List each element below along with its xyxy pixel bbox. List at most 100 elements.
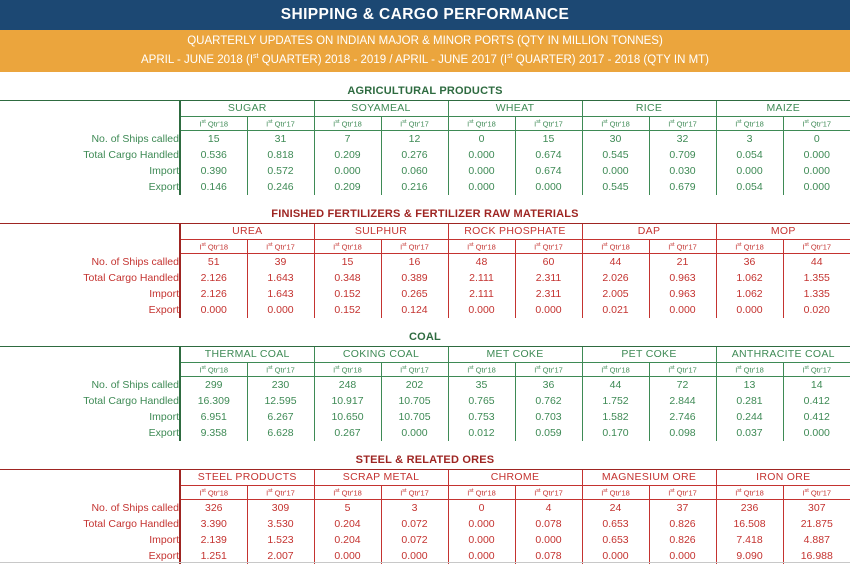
commodity-section: STEEL & RELATED ORES STEEL PRODUCTS SCRAP …: [0, 453, 850, 564]
value-cell: 0.000: [715, 162, 784, 179]
section-title: STEEL & RELATED ORES: [355, 453, 495, 466]
value-cell: 1.251: [179, 547, 247, 564]
row-label: Export: [0, 178, 181, 195]
value-cell: 0.765: [447, 392, 516, 409]
value-cell: 0.412: [782, 392, 850, 409]
value-cell: 7.418: [715, 531, 784, 548]
quarter-header: Ist Qtr'18: [581, 362, 650, 377]
quarter-header: Ist Qtr'17: [782, 116, 850, 131]
value-cell: 0.000: [514, 178, 583, 195]
value-cell: 30: [581, 130, 650, 147]
commodity-header: DAP: [581, 222, 717, 240]
commodity-header-row: UREA SULPHUR ROCK PHOSPHATE DAP MOP: [0, 222, 850, 254]
value-cell: 0.204: [313, 531, 382, 548]
quarter-header: Ist Qtr'17: [514, 362, 583, 377]
quarter-header: Ist Qtr'17: [648, 362, 717, 377]
row-label: Export: [0, 424, 181, 441]
table-row: No. of Ships called 299 230 248 202 35 36 44 72 1…: [0, 376, 850, 393]
commodity-header: SULPHUR: [313, 222, 448, 240]
value-cell: 0.000: [447, 146, 515, 163]
quarter-header: Ist Qtr'18: [313, 116, 381, 131]
table-row: Export 0.146 0.246 0.209 0.216 0.000 0.000 0.54…: [0, 178, 850, 195]
value-cell: 0.348: [313, 269, 381, 286]
quarter-header: Ist Qtr'17: [246, 116, 314, 131]
title-bar: SHIPPING & CARGO PERFORMANCE: [0, 0, 850, 30]
value-cell: 0.037: [715, 424, 784, 441]
row-label: Export: [0, 547, 181, 564]
value-cell: 0.818: [246, 146, 314, 163]
value-cell: 2.007: [246, 547, 315, 564]
value-cell: 0.059: [514, 424, 583, 441]
value-cell: 0.000: [380, 547, 449, 564]
row-label: No. of Ships called: [0, 253, 181, 270]
value-cell: 309: [246, 499, 315, 516]
value-cell: 0.000: [313, 162, 381, 179]
value-cell: 2.746: [648, 408, 717, 425]
value-cell: 299: [179, 376, 247, 393]
commodity-header: MOP: [715, 222, 850, 240]
value-cell: 0.000: [447, 531, 516, 548]
row-label: Import: [0, 285, 181, 302]
quarter-header: Ist Qtr'18: [447, 239, 515, 254]
value-cell: 0.572: [246, 162, 314, 179]
quarter-header: Ist Qtr'18: [715, 362, 784, 377]
value-cell: 44: [782, 253, 850, 270]
quarter-header-row: Ist Qtr'18 Ist Qtr'17 Ist Qtr'18 Ist Qtr'17…: [0, 239, 850, 254]
value-cell: 0.000: [648, 301, 717, 318]
value-cell: 2.844: [648, 392, 717, 409]
value-cell: 2.126: [179, 269, 247, 286]
quarter-header: Ist Qtr'17: [782, 485, 850, 500]
commodity-header: UREA: [179, 222, 314, 240]
value-cell: 39: [246, 253, 314, 270]
commodity-header: MAIZE: [715, 99, 850, 117]
commodity-header: STEEL PRODUCTS: [179, 468, 315, 486]
value-cell: 0.679: [648, 178, 717, 195]
value-cell: 0.000: [514, 301, 583, 318]
value-cell: 0: [782, 130, 850, 147]
quarter-header: Ist Qtr'17: [514, 116, 583, 131]
value-cell: 0.653: [581, 515, 650, 532]
section-table: THERMAL COAL COKING COAL MET COKE PET COKE A…: [0, 345, 850, 441]
quarter-header: Ist Qtr'18: [313, 485, 382, 500]
row-label: Total Cargo Handled: [0, 515, 181, 532]
value-cell: 0.000: [313, 547, 382, 564]
value-cell: 16.508: [715, 515, 784, 532]
value-cell: 0.000: [581, 162, 650, 179]
section-table: UREA SULPHUR ROCK PHOSPHATE DAP MOP Ist Qtr'1…: [0, 222, 850, 318]
value-cell: 0.000: [782, 178, 850, 195]
row-label: Import: [0, 531, 181, 548]
quarter-header: Ist Qtr'17: [380, 485, 449, 500]
value-cell: 10.650: [313, 408, 381, 425]
value-cell: 0.146: [179, 178, 247, 195]
value-cell: 1.062: [715, 269, 784, 286]
table-row: Import 6.951 6.267 10.650 10.705 0.753 0.703 1.…: [0, 408, 850, 425]
value-cell: 0.536: [179, 146, 247, 163]
value-cell: 202: [380, 376, 449, 393]
quarter-header: Ist Qtr'18: [447, 362, 516, 377]
value-cell: 0.000: [782, 424, 850, 441]
value-cell: 0.152: [313, 301, 381, 318]
value-cell: 0.000: [782, 162, 850, 179]
value-cell: 0.762: [514, 392, 583, 409]
value-cell: 15: [514, 130, 583, 147]
value-cell: 14: [782, 376, 850, 393]
value-cell: 0.000: [715, 301, 784, 318]
value-cell: 32: [648, 130, 717, 147]
value-cell: 0.170: [581, 424, 650, 441]
section-table: SUGAR SOYAMEAL WHEAT RICE MAIZE Ist Qtr'18 Ist…: [0, 99, 850, 195]
value-cell: 0.545: [581, 146, 650, 163]
quarter-header: Ist Qtr'18: [179, 239, 247, 254]
quarter-header: Ist Qtr'17: [782, 362, 850, 377]
value-cell: 0.098: [648, 424, 717, 441]
value-cell: 44: [581, 253, 650, 270]
sections-container: AGRICULTURAL PRODUCTS SUGAR SOYAMEAL WHEAT R…: [0, 84, 850, 564]
value-cell: 24: [581, 499, 650, 516]
value-cell: 0.000: [380, 424, 449, 441]
commodity-header: MAGNESIUM ORE: [581, 468, 717, 486]
row-label: Total Cargo Handled: [0, 146, 181, 163]
value-cell: 6.951: [179, 408, 247, 425]
commodity-section: COAL THERMAL COAL COKING COAL MET COKE PET C…: [0, 330, 850, 441]
value-cell: 2.026: [581, 269, 650, 286]
value-cell: 3.530: [246, 515, 315, 532]
value-cell: 0.000: [447, 515, 516, 532]
